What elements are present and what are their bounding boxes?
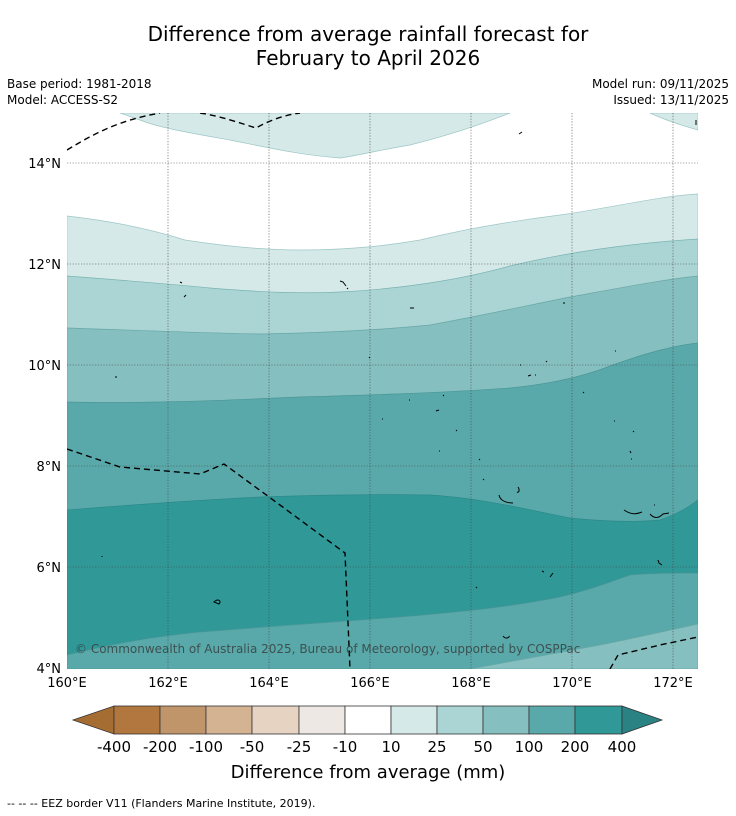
gridlines bbox=[67, 113, 698, 669]
colorbar-label: -50 bbox=[239, 738, 265, 756]
colorbar-title: Difference from average (mm) bbox=[230, 762, 506, 783]
contour-layers: © Commonwealth of Australia 2025, Bureau… bbox=[67, 113, 698, 669]
islands bbox=[101, 120, 697, 639]
band-top-right-light bbox=[649, 113, 698, 131]
lat-label: 12°N bbox=[28, 258, 61, 273]
lon-label: 164°E bbox=[249, 676, 289, 691]
colorbar-segment bbox=[251, 705, 300, 735]
colorbar-label: 25 bbox=[427, 738, 447, 756]
lon-label: 172°E bbox=[653, 676, 693, 691]
colorbar-label: -200 bbox=[142, 738, 178, 756]
lon-label: 160°E bbox=[47, 676, 87, 691]
longitude-labels: 160°E 162°E 164°E 166°E 168°E 170°E 172°… bbox=[47, 676, 693, 691]
title-line-2: February to April 2026 bbox=[255, 46, 481, 70]
colorbar-label: 200 bbox=[560, 738, 590, 756]
lon-label: 170°E bbox=[552, 676, 592, 691]
colorbar-label: -25 bbox=[286, 738, 312, 756]
lat-label: 4°N bbox=[37, 662, 62, 677]
colorbar-high-arrow bbox=[621, 705, 664, 735]
eez-borders bbox=[67, 113, 698, 669]
colorbar-label: -100 bbox=[188, 738, 224, 756]
colorbar-segment bbox=[482, 705, 530, 735]
colorbar-low-arrow bbox=[71, 705, 115, 735]
colorbar-segment bbox=[298, 705, 346, 735]
colorbar-label: -10 bbox=[332, 738, 358, 756]
colorbar-segment bbox=[344, 705, 392, 735]
meta-right: Model run: 09/11/2025 Issued: 13/11/2025 bbox=[592, 76, 729, 108]
colorbar-label: 100 bbox=[514, 738, 544, 756]
colorbar-segment bbox=[390, 705, 438, 735]
colorbar-segment bbox=[205, 705, 253, 735]
issued-date: Issued: 13/11/2025 bbox=[613, 93, 729, 107]
lon-label: 166°E bbox=[350, 676, 390, 691]
map-title: Difference from average rainfall forecas… bbox=[0, 22, 736, 70]
colorbar-segment bbox=[113, 705, 161, 735]
colorbar-label: 400 bbox=[607, 738, 637, 756]
colorbar-label: 50 bbox=[473, 738, 493, 756]
colorbar-segment bbox=[436, 705, 484, 735]
eez-footnote: -- -- -- EEZ border V11 (Flanders Marine… bbox=[7, 797, 316, 810]
band-lower-50-100 bbox=[469, 623, 698, 669]
colorbar-segment bbox=[159, 705, 207, 735]
latitude-labels: 14°N 12°N 10°N 8°N 6°N 4°N bbox=[28, 157, 61, 677]
band-lower-100-200 bbox=[67, 572, 698, 669]
lon-label: 162°E bbox=[148, 676, 188, 691]
model-name: Model: ACCESS-S2 bbox=[7, 93, 119, 107]
lat-label: 6°N bbox=[37, 561, 62, 576]
copyright-notice: © Commonwealth of Australia 2025, Bureau… bbox=[75, 642, 580, 656]
model-run: Model run: 09/11/2025 bbox=[591, 77, 729, 91]
title-line-1: Difference from average rainfall forecas… bbox=[147, 22, 589, 46]
colorbar-label: -400 bbox=[96, 738, 132, 756]
lat-label: 10°N bbox=[28, 359, 61, 374]
lat-label: 8°N bbox=[37, 460, 62, 475]
band-top-light bbox=[119, 113, 511, 159]
colorbar-label: 10 bbox=[381, 738, 401, 756]
colorbar-segment bbox=[528, 705, 576, 735]
base-period: Base period: 1981-2018 bbox=[7, 77, 152, 91]
colorbar bbox=[71, 705, 664, 735]
colorbar-segment bbox=[574, 705, 623, 735]
lat-label: 14°N bbox=[28, 157, 61, 172]
meta-left: Base period: 1981-2018 Model: ACCESS-S2 bbox=[7, 76, 152, 108]
lon-label: 168°E bbox=[451, 676, 491, 691]
